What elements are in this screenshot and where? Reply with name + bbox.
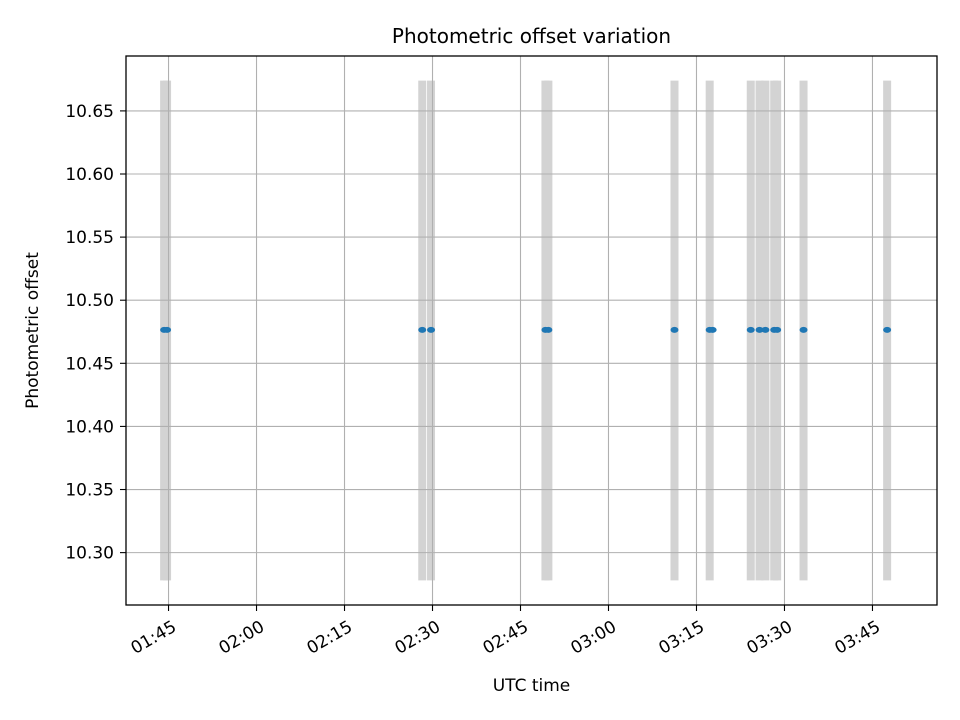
y-tick-label-3: 10.45 bbox=[65, 354, 114, 374]
grid-layer bbox=[126, 56, 937, 605]
data-point-5 bbox=[544, 326, 553, 333]
chart-title: Photometric offset variation bbox=[392, 24, 671, 48]
data-point-6 bbox=[670, 326, 679, 333]
data-point-3 bbox=[427, 326, 436, 333]
y-tick-label-4: 10.50 bbox=[65, 291, 114, 311]
data-point-1 bbox=[163, 326, 172, 333]
y-axis: 10.30 10.35 10.40 10.45 10.50 10.55 10.60 10.65 bbox=[65, 102, 126, 564]
data-point-10 bbox=[755, 326, 764, 333]
data-point-14 bbox=[799, 326, 808, 333]
y-axis-label: Photometric offset bbox=[23, 252, 43, 409]
x-axis-label: UTC time bbox=[493, 676, 571, 696]
data-point-9 bbox=[746, 326, 755, 333]
plot-frame bbox=[125, 55, 938, 606]
data-point-11 bbox=[761, 326, 770, 333]
y-tick-label-0: 10.30 bbox=[65, 544, 114, 564]
y-tick-label-2: 10.40 bbox=[65, 417, 114, 437]
data-point-2 bbox=[418, 326, 427, 333]
data-point-8 bbox=[708, 326, 717, 333]
points-layer bbox=[160, 326, 892, 333]
y-tick-label-5: 10.55 bbox=[65, 228, 114, 248]
data-point-15 bbox=[883, 326, 892, 333]
y-tick-label-7: 10.65 bbox=[65, 102, 114, 122]
y-tick-label-6: 10.60 bbox=[65, 165, 114, 185]
y-tick-label-1: 10.35 bbox=[65, 481, 114, 501]
data-point-13 bbox=[773, 326, 782, 333]
